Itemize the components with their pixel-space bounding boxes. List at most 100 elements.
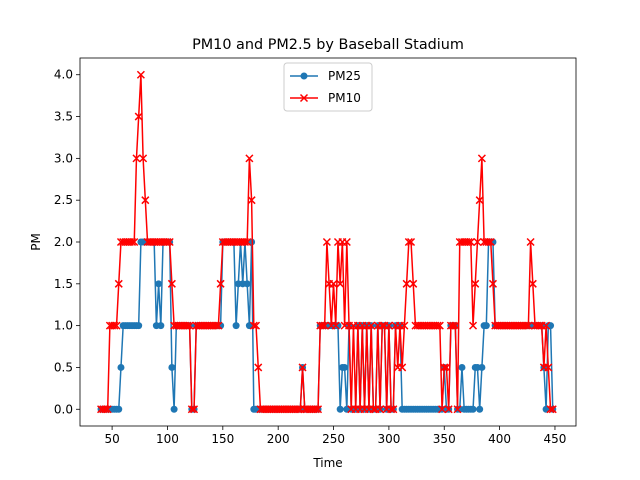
data-point-pm10 — [254, 363, 263, 372]
data-point-pm10 — [101, 405, 110, 414]
data-point-pm10 — [369, 405, 378, 414]
data-point-pm10 — [294, 405, 303, 414]
data-point-pm10 — [398, 363, 407, 372]
data-point-pm10 — [473, 237, 482, 247]
legend-label: PM10 — [328, 91, 361, 105]
data-point-pm10 — [132, 154, 141, 163]
data-point-pm10 — [103, 405, 112, 414]
y-tick-label: 2.5 — [54, 193, 73, 207]
data-point-pm10 — [409, 279, 418, 288]
data-point-pm10 — [190, 405, 199, 414]
data-point-pm10 — [387, 405, 396, 414]
y-tick-label: 2.0 — [54, 235, 73, 249]
data-point-pm10 — [404, 237, 413, 247]
data-point-pm10 — [165, 237, 174, 247]
data-point-pm10 — [548, 405, 557, 414]
data-point-pm10 — [212, 321, 221, 330]
data-point-pm25 — [135, 322, 143, 330]
data-point-pm10 — [453, 405, 462, 414]
data-point-pm10 — [216, 279, 225, 288]
x-tick-label: 350 — [433, 432, 456, 446]
data-point-pm10 — [141, 196, 150, 205]
data-point-pm10 — [214, 321, 223, 330]
data-point-pm10 — [440, 363, 449, 372]
x-axis-label: Time — [312, 456, 342, 470]
data-point-pm10 — [114, 279, 123, 288]
data-point-pm10 — [477, 154, 486, 163]
data-point-pm10 — [139, 154, 148, 163]
y-tick-label: 3.0 — [54, 151, 73, 165]
data-point-pm10 — [528, 279, 537, 288]
x-tick-label: 200 — [267, 432, 290, 446]
data-point-pm10 — [407, 237, 416, 247]
data-point-pm25 — [243, 280, 251, 288]
data-point-pm10 — [130, 237, 139, 247]
y-axis-label: PM — [29, 233, 43, 251]
data-point-pm10 — [433, 321, 442, 330]
x-tick-label: 50 — [104, 432, 119, 446]
y-tick-label: 1.0 — [54, 319, 73, 333]
data-point-pm10 — [311, 405, 320, 414]
data-point-pm25 — [155, 280, 163, 288]
data-point-pm10 — [329, 279, 338, 288]
data-point-pm10 — [314, 405, 323, 414]
data-point-pm10 — [243, 237, 252, 247]
data-point-pm10 — [342, 237, 351, 247]
data-point-pm10 — [128, 237, 137, 247]
data-point-pm10 — [167, 279, 176, 288]
y-tick-label: 4.0 — [54, 68, 73, 82]
data-point-pm10 — [322, 237, 331, 247]
chart-title: PM10 and PM2.5 by Baseball Stadium — [192, 37, 464, 53]
data-point-pm10 — [240, 237, 249, 247]
data-point-pm25 — [341, 363, 349, 371]
data-point-pm25 — [157, 322, 165, 330]
data-point-pm10 — [249, 321, 258, 330]
data-point-pm10 — [544, 363, 553, 372]
data-point-pm10 — [466, 237, 475, 247]
data-point-pm10 — [336, 279, 345, 288]
data-point-pm10 — [376, 405, 385, 414]
data-point-pm25 — [336, 405, 344, 413]
data-point-pm10 — [524, 321, 533, 330]
data-point-pm10 — [245, 154, 254, 163]
data-point-pm10 — [185, 321, 194, 330]
x-tick-label: 250 — [322, 432, 345, 446]
data-point-pm10 — [163, 237, 172, 247]
y-tick-label: 0.5 — [54, 360, 73, 374]
data-point-pm10 — [367, 321, 376, 330]
data-point-pm10 — [542, 321, 551, 330]
x-tick-label: 300 — [377, 432, 400, 446]
data-point-pm25 — [117, 363, 125, 371]
x-tick-label: 150 — [211, 432, 234, 446]
legend-label: PM25 — [328, 69, 361, 83]
data-point-pm10 — [451, 321, 460, 330]
data-point-pm10 — [484, 237, 493, 247]
y-tick-label: 3.5 — [54, 110, 73, 124]
data-point-pm25 — [458, 363, 466, 371]
data-point-pm10 — [320, 321, 329, 330]
data-point-pm10 — [378, 321, 387, 330]
data-point-pm10 — [464, 237, 473, 247]
data-point-pm25 — [170, 405, 178, 413]
data-point-pm10 — [134, 112, 143, 121]
data-point-pm10 — [402, 279, 411, 288]
legend-marker-circle — [300, 72, 308, 80]
data-point-pm25 — [232, 322, 240, 330]
data-point-pm10 — [488, 279, 497, 288]
data-point-pm10 — [486, 237, 495, 247]
data-point-pm10 — [298, 363, 307, 372]
data-point-pm10 — [442, 363, 451, 372]
data-point-pm25 — [168, 363, 176, 371]
x-tick-label: 100 — [156, 432, 179, 446]
data-point-pm10 — [444, 405, 453, 414]
data-point-pm10 — [384, 321, 393, 330]
data-point-pm10 — [435, 321, 444, 330]
data-point-pm25 — [469, 405, 477, 413]
plot-area: 50 100 150 200 250 300 350 400 450 0.0 0.5 1.0 1.5 2.… — [54, 57, 577, 446]
data-point-pm10 — [247, 196, 256, 205]
legend: PM25 PM10 — [283, 62, 373, 112]
data-point-pm10 — [187, 405, 196, 414]
data-point-pm25 — [476, 405, 484, 413]
